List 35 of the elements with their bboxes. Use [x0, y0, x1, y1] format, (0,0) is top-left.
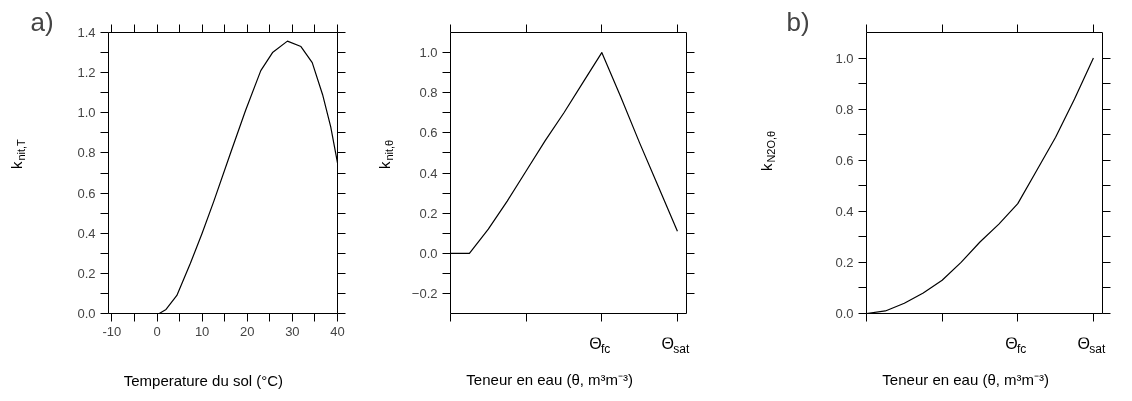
x-axis-title: Teneur en eau (θ, m³m⁻³) — [466, 371, 634, 388]
x-axis-title: Temperature du sol (°C) — [123, 372, 284, 389]
y-tick-label: 1.0 — [835, 50, 854, 66]
y-tick-label: 1.2 — [77, 65, 96, 81]
chart-title: b) — [786, 6, 810, 37]
chart-title: a) — [30, 6, 54, 37]
y-tick-label: 0.2 — [835, 254, 854, 270]
y-tick-label: 0.8 — [77, 145, 96, 161]
y-tick-label: 0.2 — [419, 205, 438, 221]
y-tick-label: 0.0 — [835, 306, 854, 321]
y-tick-label: 0.6 — [77, 185, 96, 201]
y-axis-title: kN2O,θ — [758, 130, 778, 171]
x-tick-label: 20 — [240, 323, 255, 339]
y-tick-label: 1.0 — [77, 105, 96, 121]
y-tick-label: 1.4 — [77, 25, 96, 40]
y-tick-label: 1.0 — [419, 45, 438, 61]
y-tick-label: 0.6 — [835, 152, 854, 168]
y-tick-label: 0.8 — [835, 101, 854, 117]
y-tick-label: 0.4 — [77, 225, 96, 241]
x-axis-title: Teneur en eau (θ, m³m⁻³) — [882, 371, 1050, 388]
y-tick-label: 0.6 — [419, 125, 438, 141]
y-tick-label: 0.4 — [835, 203, 854, 219]
x-tick-label: 10 — [194, 323, 210, 339]
x-tick-label: 0 — [153, 323, 161, 339]
y-tick-label: 0.8 — [419, 85, 438, 101]
y-axis-title: knit,θ — [376, 139, 396, 169]
y-tick-label: 0.0 — [77, 306, 96, 321]
x-tick-label: 40 — [330, 323, 345, 339]
x-tick-label: -10 — [102, 323, 122, 339]
y-tick-label: 0.0 — [419, 245, 438, 261]
y-tick-label: −0.2 — [411, 285, 438, 301]
y-tick-label: 0.2 — [77, 265, 96, 281]
y-tick-label: 0.4 — [419, 165, 438, 181]
y-axis-title: knit,T — [8, 138, 28, 169]
x-tick-label: 30 — [285, 323, 300, 339]
